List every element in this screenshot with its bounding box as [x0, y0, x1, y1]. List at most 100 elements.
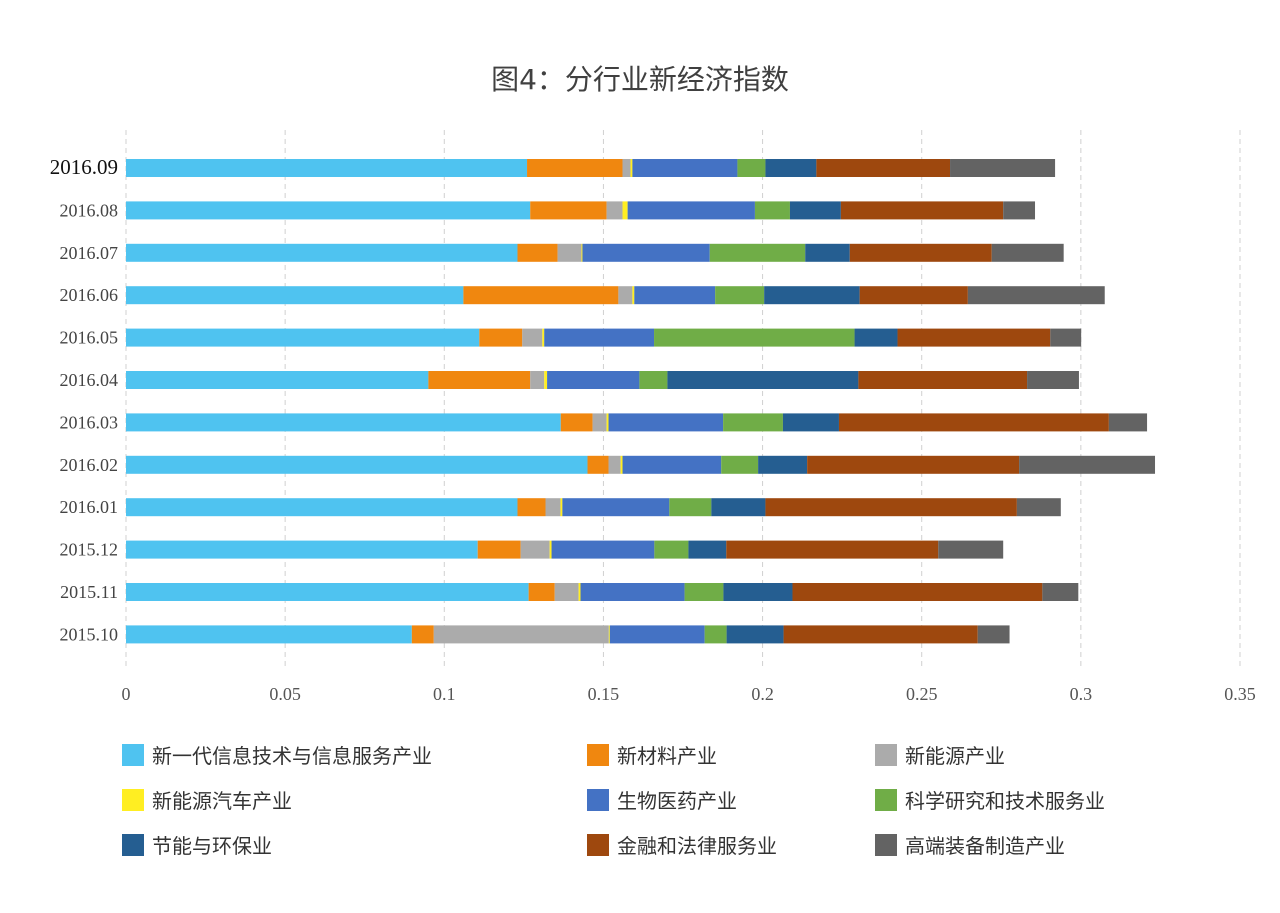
bar-segment	[608, 625, 610, 644]
x-tick-label: 0.15	[588, 684, 620, 704]
legend-label: 新能源汽车产业	[152, 789, 292, 813]
bar-segment	[618, 286, 633, 305]
legend-item: 科学研究和技术服务业	[875, 785, 1105, 814]
legend-item: 新能源汽车产业	[122, 785, 292, 814]
bar-segment	[606, 413, 609, 432]
bar-segment	[126, 455, 588, 474]
legend-swatch	[122, 743, 144, 766]
bar-segment	[684, 583, 724, 601]
bar-segment	[544, 371, 548, 389]
legend-swatch	[587, 833, 609, 856]
bar-segment	[411, 625, 434, 644]
bar-segment	[463, 286, 619, 305]
x-tick-label: 0.3	[1070, 684, 1093, 704]
legend-item: 金融和法律服务业	[587, 830, 777, 859]
bar-segment	[782, 413, 839, 432]
bar-segment	[1003, 201, 1036, 220]
bar-segment	[991, 243, 1064, 262]
x-tick-label: 0	[122, 684, 131, 704]
bar-segment	[126, 413, 561, 432]
bar-segment	[688, 540, 727, 559]
bar-segment	[783, 625, 978, 644]
y-tick-label: 2016.02	[60, 455, 119, 475]
bar-segment	[704, 625, 727, 644]
bar-segment	[938, 540, 1004, 559]
legend-item: 高端装备制造产业	[875, 830, 1065, 859]
bar-segment	[654, 328, 855, 347]
bar-segment	[1050, 328, 1082, 347]
bar-segment	[582, 243, 710, 262]
x-tick-label: 0.35	[1224, 684, 1256, 704]
y-tick-label: 2016.04	[60, 370, 119, 390]
legend-label: 新能源产业	[905, 744, 1005, 768]
bar-segment	[560, 498, 563, 517]
bar-segment	[580, 583, 685, 601]
bar-segment	[528, 583, 555, 601]
legend: 新一代信息技术与信息服务产业 新材料产业 新能源产业 新能源汽车产业 生物医药产…	[0, 735, 1280, 875]
bar-segment	[517, 498, 546, 517]
y-tick-label: 2016.08	[60, 200, 119, 220]
bar-segment	[765, 159, 817, 177]
legend-swatch	[587, 788, 609, 811]
bar-segment	[723, 413, 783, 432]
bar-segment	[627, 201, 755, 220]
bar-segment	[126, 328, 480, 347]
x-tick-label: 0.1	[433, 684, 456, 704]
bar-segment	[630, 159, 633, 177]
y-tick-label: 2016.01	[60, 497, 119, 517]
bar-segment	[527, 159, 623, 177]
bar-segment	[854, 328, 898, 347]
y-tick-label: 2016.09	[50, 155, 118, 179]
bar-segment	[620, 455, 623, 474]
bar-segment	[634, 286, 716, 305]
legend-swatch	[875, 833, 897, 856]
bar-segment	[126, 201, 531, 220]
chart-title: 图4：分行业新经济指数	[491, 63, 789, 96]
bar-segment	[517, 243, 558, 262]
y-tick-label: 2016.05	[60, 328, 119, 348]
bar-segment	[608, 455, 621, 474]
bar-segment	[587, 455, 609, 474]
bar-segment	[897, 328, 1051, 347]
y-tick-label: 2016.07	[60, 243, 119, 263]
bar-segment	[632, 159, 738, 177]
legend-item: 生物医药产业	[587, 785, 737, 814]
bar-segment	[754, 201, 790, 220]
bar-segment	[592, 413, 607, 432]
bar-segment	[758, 455, 808, 474]
legend-label: 高端装备制造产业	[905, 834, 1065, 858]
bar-segment	[549, 540, 552, 559]
bar-segment	[711, 498, 766, 517]
bar-segment	[545, 498, 561, 517]
legend-swatch	[122, 833, 144, 856]
legend-item: 新材料产业	[587, 740, 717, 769]
bar-segment	[622, 201, 628, 220]
bar-segment	[950, 159, 1056, 177]
legend-item: 新一代信息技术与信息服务产业	[122, 740, 432, 769]
bar-segment	[126, 159, 528, 177]
bar-segment	[544, 328, 655, 347]
legend-label: 新材料产业	[617, 744, 717, 768]
bar-segment	[606, 201, 623, 220]
legend-label: 科学研究和技术服务业	[905, 789, 1105, 813]
bar-segment	[562, 498, 670, 517]
bar-segment	[715, 286, 765, 305]
bar-segment	[560, 413, 593, 432]
legend-swatch	[875, 788, 897, 811]
bar-segment	[578, 583, 581, 601]
bar-segment	[859, 286, 968, 305]
bar-segment	[726, 540, 939, 559]
bar-segment	[792, 583, 1043, 601]
bar-segment	[1108, 413, 1148, 432]
x-tick-label: 0.05	[269, 684, 301, 704]
bar-segment	[126, 243, 518, 262]
bar-segment	[1019, 455, 1156, 474]
bar-segment	[805, 243, 850, 262]
bar-segment	[1027, 371, 1079, 389]
bar-segment	[816, 159, 951, 177]
bar-segment	[530, 371, 545, 389]
y-tick-label: 2015.12	[60, 540, 119, 560]
y-tick-label: 2016.03	[60, 412, 119, 432]
bar-segment	[726, 625, 784, 644]
